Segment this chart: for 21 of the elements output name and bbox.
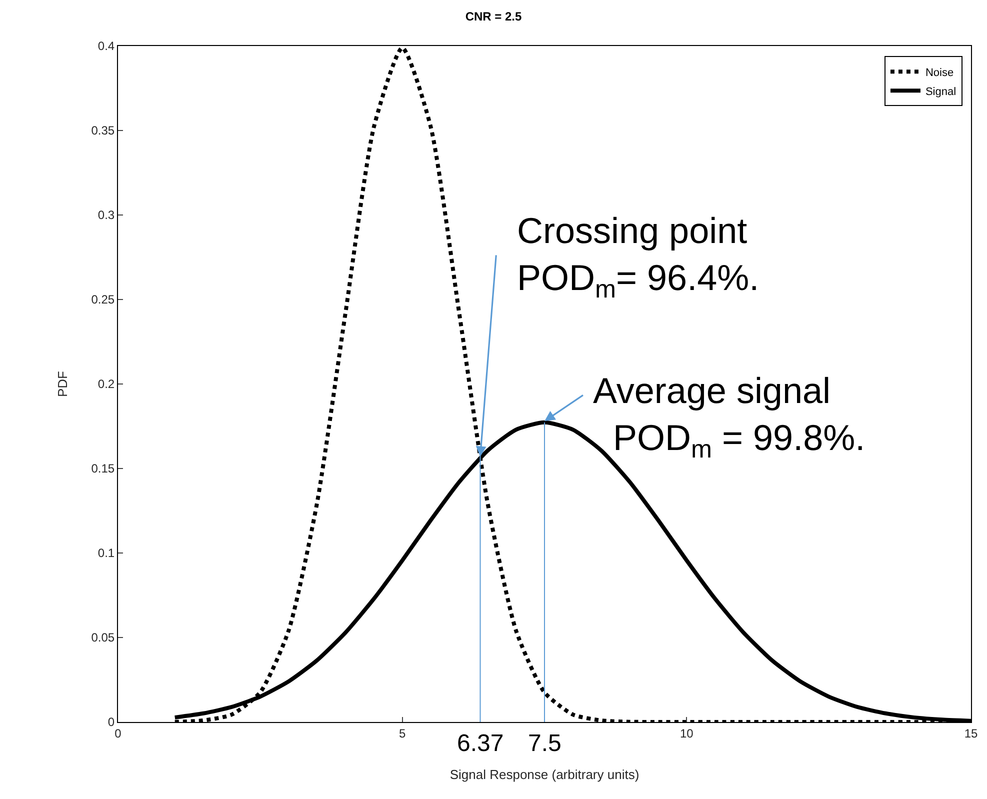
y-axis-title: PDF: [55, 370, 70, 397]
y-tick-label: 0: [108, 715, 115, 730]
y-tick-label: 0.1: [98, 546, 115, 560]
y-tick-label: 0.2: [98, 377, 115, 392]
chart-title: CNR = 2.5: [465, 9, 522, 24]
y-tick-label: 0.15: [91, 462, 115, 476]
ref-line-label: 7.5: [528, 730, 562, 757]
y-tick-label: 0.3: [98, 208, 115, 222]
legend-label: Noise: [925, 66, 954, 79]
annotation: Average signal POD$_{m}$ = 99.8%.: [593, 370, 866, 464]
y-tick-label: 0.4: [98, 39, 115, 54]
x-axis-title: Signal Response (arbitrary units): [450, 767, 640, 782]
annotation: Crossing point POD$_{m}$= 96.4%.: [517, 210, 760, 304]
y-tick-label: 0.25: [91, 292, 115, 307]
ref-line-label: 6.37: [457, 730, 504, 757]
y-tick-label: 0.05: [91, 630, 115, 645]
x-tick-label: 15: [964, 726, 978, 740]
x-tick-label: 10: [680, 726, 694, 740]
legend-label: Signal: [925, 86, 956, 98]
x-tick-label: 5: [398, 726, 406, 740]
y-tick-label: 0.35: [91, 124, 115, 138]
